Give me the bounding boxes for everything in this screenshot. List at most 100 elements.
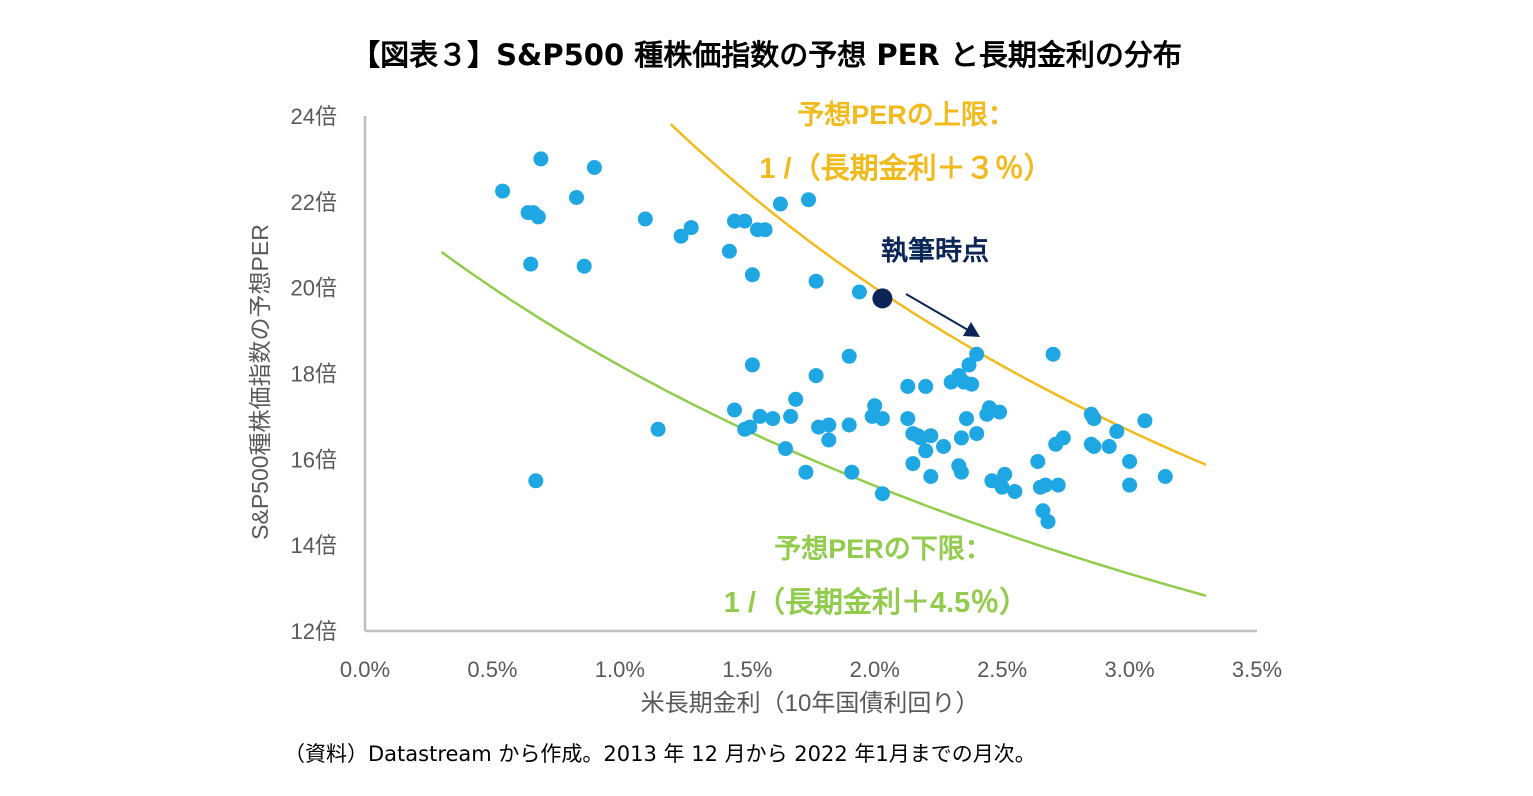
data-point <box>997 466 1013 482</box>
current-point-marker <box>872 288 893 309</box>
source-note: （資料）Datastream から作成。2013 年 12 月から 2022 年… <box>284 742 1036 766</box>
data-point <box>576 258 592 274</box>
data-point <box>1040 514 1056 530</box>
data-point <box>586 160 602 175</box>
data-point <box>994 479 1010 495</box>
x-tick-label: 0.0% <box>340 657 390 682</box>
data-point <box>808 273 824 289</box>
data-point <box>495 183 511 199</box>
data-point <box>744 357 760 373</box>
data-point <box>1122 454 1138 469</box>
chart-title: 【図表３】S&P500 種株価指数の予想 PER と長期金利の分布 <box>351 38 1182 72</box>
data-point <box>900 411 916 427</box>
data-point <box>844 464 860 480</box>
x-tick-label: 2.0% <box>850 657 900 682</box>
data-point <box>1109 423 1125 439</box>
data-point <box>918 378 934 394</box>
data-point <box>841 417 857 433</box>
y-tick-label: 12倍 <box>291 619 337 644</box>
data-point <box>923 428 939 444</box>
data-point <box>808 368 824 384</box>
data-point <box>1086 439 1102 454</box>
data-point <box>953 464 969 480</box>
data-point <box>918 443 934 459</box>
data-point <box>1101 439 1117 454</box>
x-tick-label: 3.0% <box>1104 657 1154 682</box>
y-axis-title-group: S&P500種株価指数の予想PER <box>247 224 273 540</box>
data-point <box>778 441 793 457</box>
data-point <box>905 456 921 472</box>
data-point <box>1137 413 1153 429</box>
data-point <box>961 357 977 373</box>
y-tick-label: 22倍 <box>291 190 337 215</box>
data-point <box>969 346 985 362</box>
data-point <box>1157 469 1173 484</box>
data-point <box>757 222 773 238</box>
upper-curve-label-line1: 予想PERの上限： <box>797 100 1015 130</box>
data-point <box>737 213 753 229</box>
data-point <box>936 439 951 454</box>
data-point <box>727 402 742 418</box>
data-point <box>1030 454 1046 469</box>
data-point <box>923 469 939 484</box>
annotation-arrow-head <box>963 322 980 337</box>
lower-limit-curve <box>440 250 1207 598</box>
data-point <box>969 426 985 442</box>
lower-curve-label-line1: 予想PERの下限： <box>774 534 992 564</box>
x-tick-label: 3.5% <box>1232 657 1282 682</box>
upper-curve-label-line2: 1 /（長期金利＋３％） <box>759 151 1052 185</box>
data-point <box>959 411 974 427</box>
data-point <box>528 473 544 489</box>
data-point <box>851 284 867 300</box>
data-point <box>821 417 837 433</box>
data-point <box>900 378 916 394</box>
data-point <box>752 408 768 424</box>
data-point <box>1007 484 1023 499</box>
data-point <box>798 464 814 480</box>
data-point <box>742 419 758 435</box>
y-tick-label: 16倍 <box>291 447 337 472</box>
y-axis-title: S&P500種株価指数の予想PER <box>247 224 273 540</box>
data-point <box>1050 477 1066 493</box>
data-point <box>744 267 760 283</box>
x-tick-label: 0.5% <box>467 657 517 682</box>
y-tick-label: 24倍 <box>291 104 337 129</box>
annotation-arrow <box>905 293 969 331</box>
data-point <box>1122 477 1138 493</box>
data-point <box>650 421 666 437</box>
data-point <box>530 209 546 225</box>
data-point <box>874 411 890 427</box>
data-point <box>1086 411 1102 427</box>
data-point <box>533 151 549 167</box>
data-point <box>801 192 816 208</box>
data-point <box>953 430 969 446</box>
y-tick-label: 18倍 <box>291 362 337 387</box>
data-point <box>683 220 699 236</box>
data-point <box>772 196 788 212</box>
data-point <box>1045 346 1061 362</box>
x-tick-label: 1.5% <box>722 657 772 682</box>
data-point <box>841 348 857 364</box>
data-point <box>964 376 980 392</box>
data-point <box>569 190 584 205</box>
data-point <box>874 486 890 502</box>
y-axis-ticks: 12倍 14倍 16倍 18倍 20倍 22倍 24倍 <box>291 104 337 644</box>
data-points <box>495 151 1173 530</box>
data-point <box>1055 430 1071 446</box>
current-point-label: 執筆時点 <box>881 236 989 266</box>
data-point <box>1038 477 1053 493</box>
y-tick-label: 14倍 <box>291 533 337 558</box>
data-point <box>788 391 804 407</box>
x-axis-ticks: 0.0% 0.5% 1.0% 1.5% 2.0% 2.5% 3.0% 3.5% <box>340 657 1282 682</box>
data-point <box>765 411 781 427</box>
data-point <box>721 243 737 259</box>
data-point <box>523 256 539 272</box>
x-axis-title: 米長期金利（10年国債利回り） <box>641 690 980 717</box>
x-tick-label: 1.0% <box>595 657 645 682</box>
lower-curve-label-line2: 1 /（長期金利＋4.5％） <box>724 585 1029 619</box>
data-point <box>673 228 689 244</box>
data-point <box>992 404 1008 420</box>
x-tick-label: 2.5% <box>977 657 1027 682</box>
data-point <box>637 211 653 227</box>
